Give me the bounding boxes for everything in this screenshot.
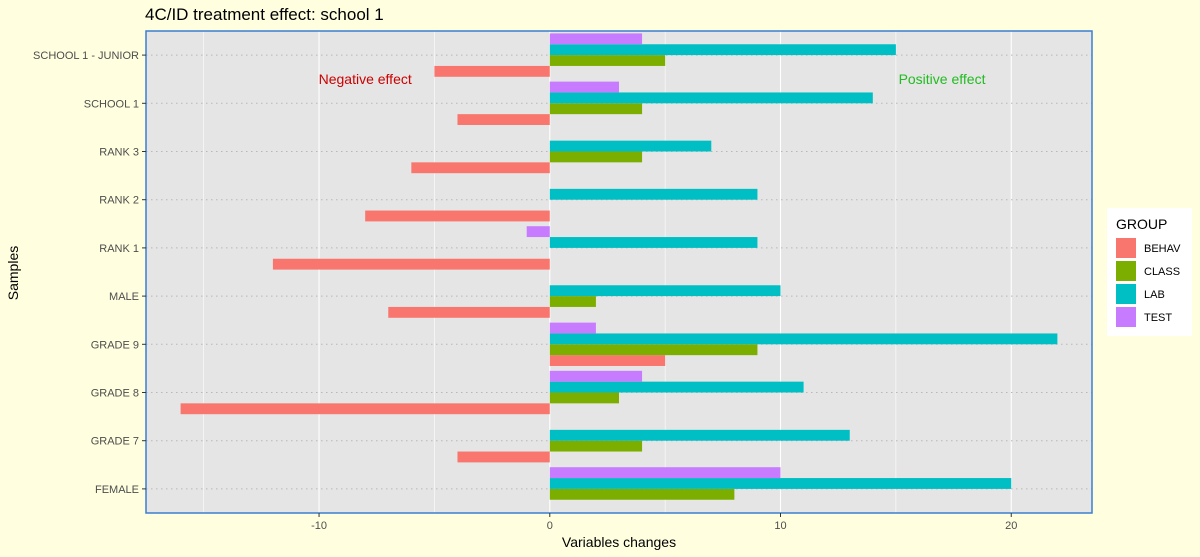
y-tick-label: SCHOOL 1 bbox=[84, 98, 139, 110]
legend-key-test bbox=[1116, 307, 1136, 327]
bar-lab-rank-2 bbox=[549, 188, 758, 200]
bar-behav-school-1 bbox=[457, 114, 550, 125]
bar-lab-female bbox=[549, 478, 1012, 489]
annotation-negative: Negative effect bbox=[319, 71, 412, 87]
bar-test-school-1-junior bbox=[549, 33, 643, 45]
panel-border bbox=[145, 30, 1093, 514]
bar-behav-school-1-junior bbox=[434, 65, 550, 77]
bar-test-grade-9 bbox=[549, 322, 596, 334]
bar-class-school-1-junior bbox=[549, 55, 666, 66]
bar-lab-school-1-junior bbox=[549, 44, 896, 56]
bar-test-rank-1 bbox=[526, 226, 550, 238]
bar-behav-rank-3 bbox=[411, 162, 550, 174]
bar-lab-rank-1 bbox=[549, 237, 758, 248]
x-tick-label: -10 bbox=[311, 520, 327, 532]
legend: GROUP BEHAV CLASS LAB TEST bbox=[1107, 208, 1192, 336]
bar-behav-grade-9 bbox=[549, 355, 666, 366]
bar-class-grade-7 bbox=[549, 440, 643, 452]
bar-lab-rank-3 bbox=[549, 140, 712, 152]
bar-behav-grade-7 bbox=[457, 451, 550, 463]
legend-label-behav: BEHAV bbox=[1144, 243, 1181, 255]
bar-behav-grade-8 bbox=[180, 403, 550, 415]
bar-lab-grade-7 bbox=[549, 429, 850, 441]
legend-title: GROUP bbox=[1116, 216, 1167, 232]
bar-test-school-1 bbox=[549, 81, 619, 93]
legend-label-lab: LAB bbox=[1144, 289, 1165, 301]
bar-class-school-1 bbox=[549, 103, 643, 115]
bar-class-rank-3 bbox=[549, 151, 643, 163]
x-tick-label: 10 bbox=[774, 520, 786, 532]
legend-key-class bbox=[1116, 261, 1136, 281]
x-tick-label: 0 bbox=[547, 520, 553, 532]
y-tick-label: GRADE 7 bbox=[91, 436, 139, 448]
bar-lab-grade-8 bbox=[549, 381, 804, 393]
y-tick-label: SCHOOL 1 - JUNIOR bbox=[33, 50, 139, 62]
bar-class-grade-8 bbox=[549, 392, 619, 404]
legend-label-test: TEST bbox=[1144, 312, 1172, 324]
y-tick-label: GRADE 9 bbox=[91, 339, 139, 351]
bar-lab-grade-9 bbox=[549, 333, 1058, 345]
bar-lab-male bbox=[549, 285, 781, 297]
y-tick-label: RANK 1 bbox=[99, 243, 139, 255]
bar-test-grade-8 bbox=[549, 370, 643, 382]
bar-behav-rank-1 bbox=[272, 258, 550, 270]
bar-class-female bbox=[549, 488, 735, 500]
plot-panel: Negative effect Positive effect -10 0 10 20 FE… bbox=[33, 30, 1093, 532]
bar-class-male bbox=[549, 296, 596, 307]
chart-title: 4C/ID treatment effect: school 1 bbox=[145, 5, 384, 24]
y-axis-title: Samples bbox=[5, 246, 21, 300]
y-tick-label: GRADE 8 bbox=[91, 388, 139, 400]
y-tick-label: MALE bbox=[109, 291, 139, 303]
legend-key-behav bbox=[1116, 238, 1136, 258]
bar-behav-rank-2 bbox=[365, 210, 550, 222]
legend-key-lab bbox=[1116, 284, 1136, 304]
legend-label-class: CLASS bbox=[1144, 266, 1180, 278]
annotation-positive: Positive effect bbox=[899, 71, 986, 87]
y-tick-label: RANK 2 bbox=[99, 195, 139, 207]
y-tick-label: RANK 3 bbox=[99, 147, 139, 159]
bar-class-grade-9 bbox=[549, 344, 758, 356]
x-axis-title: Variables changes bbox=[562, 534, 676, 550]
bar-test-female bbox=[549, 467, 781, 479]
x-tick-label: 20 bbox=[1005, 520, 1017, 532]
bar-lab-school-1 bbox=[549, 92, 873, 104]
y-tick-label: FEMALE bbox=[95, 484, 139, 496]
bar-behav-male bbox=[388, 306, 550, 318]
